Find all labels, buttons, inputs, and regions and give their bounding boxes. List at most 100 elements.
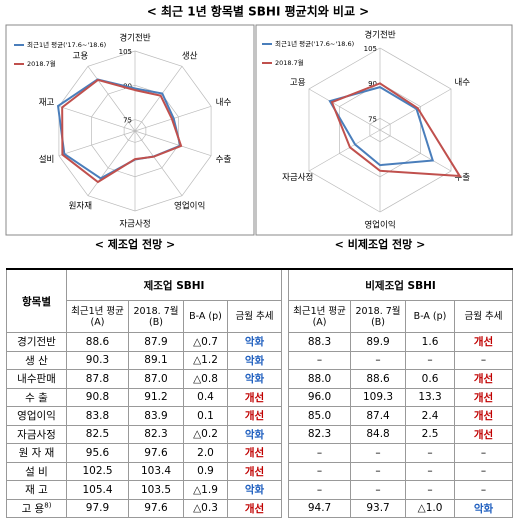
category-label: 내수 (454, 78, 470, 88)
series-line (56, 78, 182, 180)
table-row: 원 자 재 95.6 97.6 2.0 개선 – – – – (6, 443, 514, 463)
legend-label: 최근1년 평균('17.6~'18.6) (275, 39, 354, 48)
cell: 103.4 (128, 461, 184, 481)
spoke (308, 88, 381, 131)
cell: 0.1 (183, 406, 228, 426)
chart-subtitle: < 제조업 전망 > (95, 237, 176, 251)
cell: – (405, 480, 456, 500)
gap (281, 268, 290, 333)
grid-ring (308, 47, 452, 213)
cell: – (405, 461, 456, 481)
cell: △0.8 (183, 369, 228, 389)
row-label: 경기전반 (6, 332, 67, 352)
cell: 개선 (454, 332, 514, 352)
cell: 93.7 (350, 498, 407, 518)
row-label-text: 설 비 (25, 465, 48, 478)
gap (281, 406, 290, 425)
series-line (328, 86, 435, 167)
cell: 개선 (226, 443, 283, 463)
column-header: 금월 추세 (454, 300, 514, 333)
cell: 90.3 (66, 350, 129, 370)
group-header: 비제조업 SBHI (288, 268, 514, 301)
charts: < 최근 1년 항목별 SBHI 평균치와 비교 > 경기전반생산내수수출영업이… (5, 4, 513, 251)
category-label: 영업이익 (364, 220, 395, 231)
cell: 2.4 (405, 406, 456, 426)
spoke (58, 130, 136, 157)
column-header: 최근1년 평균(A) (288, 300, 352, 333)
series-line (330, 82, 462, 178)
category-label: 재고 (39, 98, 55, 108)
column-header: B-A (p) (405, 300, 456, 333)
category-label: 수출 (454, 172, 470, 183)
cell: 88.6 (66, 332, 129, 352)
gap (281, 425, 290, 444)
cell: 87.4 (350, 406, 407, 426)
table-row: 설 비 102.5 103.4 0.9 개선 – – – – (6, 461, 514, 481)
cell: 2.0 (183, 443, 228, 463)
category-label: 자금사정 (282, 172, 313, 183)
table-row: 고 용8) 97.9 97.6 △0.3 개선 94.7 93.7 △1.0 악화 (6, 498, 514, 518)
cell: 90.8 (66, 387, 129, 407)
cell: 89.1 (128, 350, 184, 370)
cell: 악화 (226, 424, 283, 444)
cell: 102.5 (66, 461, 129, 481)
column-header: 최근1년 평균(A) (66, 300, 129, 333)
cell: 105.4 (66, 480, 129, 500)
gap (281, 332, 290, 351)
gap (281, 462, 290, 481)
spoke (134, 130, 183, 196)
cell: 개선 (454, 424, 514, 444)
grid-ring (339, 82, 421, 178)
cell: 87.8 (66, 369, 129, 389)
chart-subtitle: < 비제조업 전망 > (335, 237, 426, 251)
page-title: < 최근 1년 항목별 SBHI 평균치와 비교 > (147, 4, 369, 19)
row-label: 자금사정 (6, 424, 67, 444)
gap (281, 480, 290, 499)
cell: 91.2 (128, 387, 184, 407)
cell: – (454, 443, 514, 463)
row-label: 수 출 (6, 387, 67, 407)
category-label: 고용 (290, 78, 306, 88)
tick-label: 75 (368, 115, 377, 123)
grid-ring (58, 50, 212, 212)
grid-ring (369, 117, 391, 143)
table-row: 영업이익 83.8 83.9 0.1 개선 85.0 87.4 2.4 개선 (6, 406, 514, 426)
cell: 악화 (226, 332, 283, 352)
cell: △0.2 (183, 424, 228, 444)
cell: 개선 (454, 369, 514, 389)
tick-label: 75 (123, 117, 132, 125)
category-label: 내수 (216, 98, 232, 108)
cell: 0.6 (405, 369, 456, 389)
table-row: 내수판매 87.8 87.0 △0.8 악화 88.0 88.6 0.6 개선 (6, 369, 514, 389)
cell: – (405, 443, 456, 463)
cell: – (288, 461, 352, 481)
legend-label: 2018.7월 (275, 58, 304, 67)
spoke (379, 88, 452, 131)
cell: 1.6 (405, 332, 456, 352)
tick-label: 105 (119, 48, 132, 56)
cell: 97.9 (66, 498, 129, 518)
table-body: 경기전반 88.6 87.9 △0.7 악화 88.3 89.9 1.6 개선 생 산 90.3 89… (6, 332, 514, 518)
row-label: 재 고 (6, 480, 67, 500)
cell: 103.5 (128, 480, 184, 500)
row-label: 설 비 (6, 461, 67, 481)
cell: – (405, 350, 456, 370)
item-header: 항목별 (6, 268, 67, 333)
cell: 94.7 (288, 498, 352, 518)
cell: 85.0 (288, 406, 352, 426)
spoke (379, 129, 452, 172)
legend-label: 2018.7월 (27, 59, 56, 68)
cell: 83.9 (128, 406, 184, 426)
cell: 88.0 (288, 369, 352, 389)
footnote-mark: 8) (44, 501, 52, 510)
cell: △1.9 (183, 480, 228, 500)
cell: 88.6 (350, 369, 407, 389)
row-label-text: 고 용 (21, 502, 45, 515)
data-table: 항목별 제조업 SBHI 비제조업 SBHI 최근1년 평균(A) 2018. … (6, 268, 514, 518)
row-label: 원 자 재 (6, 443, 67, 463)
row-label: 내수판매 (6, 369, 67, 389)
table-row: 수 출 90.8 91.2 0.4 개선 96.0 109.3 13.3 개선 (6, 387, 514, 407)
cell: 97.6 (128, 498, 184, 518)
cell: – (350, 443, 407, 463)
